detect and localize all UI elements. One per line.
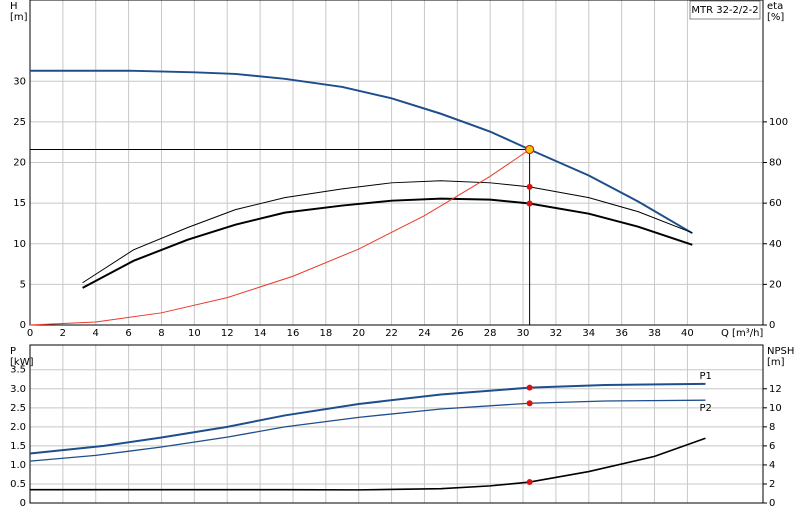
y-axis-label: H <box>10 1 18 12</box>
x-tick-label: 0 <box>27 328 33 339</box>
y-tick-label: 0 <box>20 320 26 331</box>
y-tick-label: 25 <box>13 117 26 128</box>
x-tick-label: 8 <box>158 328 164 339</box>
x-tick-label: 10 <box>188 328 201 339</box>
duty-point <box>525 145 535 154</box>
curve-label: P2 <box>699 403 711 414</box>
x-tick-label: 20 <box>352 328 365 339</box>
y2-tick-label: 10 <box>769 403 782 414</box>
y-tick-label: 1.5 <box>10 441 26 452</box>
y-tick-label: 10 <box>13 239 26 250</box>
curve <box>30 437 706 491</box>
y2-tick-label: 4 <box>769 460 775 471</box>
x-axis-label: Q [m³/h] <box>721 328 763 339</box>
curve <box>29 399 706 462</box>
y2-axis-label: [%] <box>767 12 784 23</box>
y-axis-label: [m] <box>10 12 28 23</box>
x-tick-label: 18 <box>319 328 332 339</box>
duty-point <box>526 400 533 407</box>
y-tick-label: 1.0 <box>10 460 26 471</box>
curve <box>29 382 706 455</box>
x-tick-label: 12 <box>221 328 234 339</box>
x-tick-label: 26 <box>451 328 464 339</box>
x-tick-label: 38 <box>648 328 661 339</box>
y2-tick-label: 12 <box>769 384 782 395</box>
curve-label: P1 <box>699 371 711 382</box>
x-tick-label: 6 <box>125 328 131 339</box>
duty-point <box>526 200 533 207</box>
x-tick-label: 28 <box>484 328 497 339</box>
y2-axis-label: eta <box>767 1 783 12</box>
x-tick-label: 32 <box>550 328 563 339</box>
y-tick-label: 3.5 <box>10 365 26 376</box>
x-tick-label: 24 <box>418 328 431 339</box>
x-tick-label: 36 <box>615 328 628 339</box>
x-tick-label: 34 <box>582 328 595 339</box>
y-axis-label: P <box>10 346 16 357</box>
y-tick-label: 0.5 <box>10 479 26 490</box>
x-tick-label: 40 <box>681 328 694 339</box>
legend-box <box>689 0 761 20</box>
y2-tick-label: 8 <box>769 422 775 433</box>
x-tick-label: 22 <box>385 328 398 339</box>
y2-tick-label: 6 <box>769 441 775 452</box>
y-axis-label: [kW] <box>10 357 34 368</box>
y2-tick-label: 0 <box>769 498 775 509</box>
y-tick-label: 2.5 <box>10 403 26 414</box>
y2-tick-label: 40 <box>769 239 782 250</box>
curve <box>82 180 693 284</box>
y-tick-label: 15 <box>13 198 26 209</box>
y-tick-label: 2.0 <box>10 422 26 433</box>
duty-point <box>526 479 533 486</box>
curve <box>82 197 693 289</box>
y-tick-label: 3.0 <box>10 384 26 395</box>
y-tick-label: 20 <box>13 158 26 169</box>
x-tick-label: 16 <box>287 328 300 339</box>
y2-tick-label: 80 <box>769 158 782 169</box>
legend-text: MTR 32-2/2-2 <box>691 5 758 16</box>
curve <box>30 69 693 235</box>
x-tick-label: 14 <box>254 328 267 339</box>
y-tick-label: 0 <box>20 498 26 509</box>
y2-tick-label: 20 <box>769 279 782 290</box>
x-tick-label: 2 <box>60 328 66 339</box>
y2-tick-label: 0 <box>769 320 775 331</box>
y2-axis-label: NPSH <box>767 346 794 357</box>
y-tick-label: 5 <box>20 279 26 290</box>
plot-frame <box>29 344 764 504</box>
curve <box>29 149 530 326</box>
x-tick-label: 4 <box>93 328 99 339</box>
duty-point <box>526 183 533 190</box>
plot-frame <box>29 0 764 326</box>
y-tick-label: 30 <box>13 76 26 87</box>
y2-tick-label: 100 <box>769 117 788 128</box>
y2-axis-label: [m] <box>767 357 785 368</box>
y2-tick-label: 2 <box>769 479 775 490</box>
x-tick-label: 30 <box>517 328 530 339</box>
y2-tick-label: 60 <box>769 198 782 209</box>
duty-point <box>526 384 533 391</box>
